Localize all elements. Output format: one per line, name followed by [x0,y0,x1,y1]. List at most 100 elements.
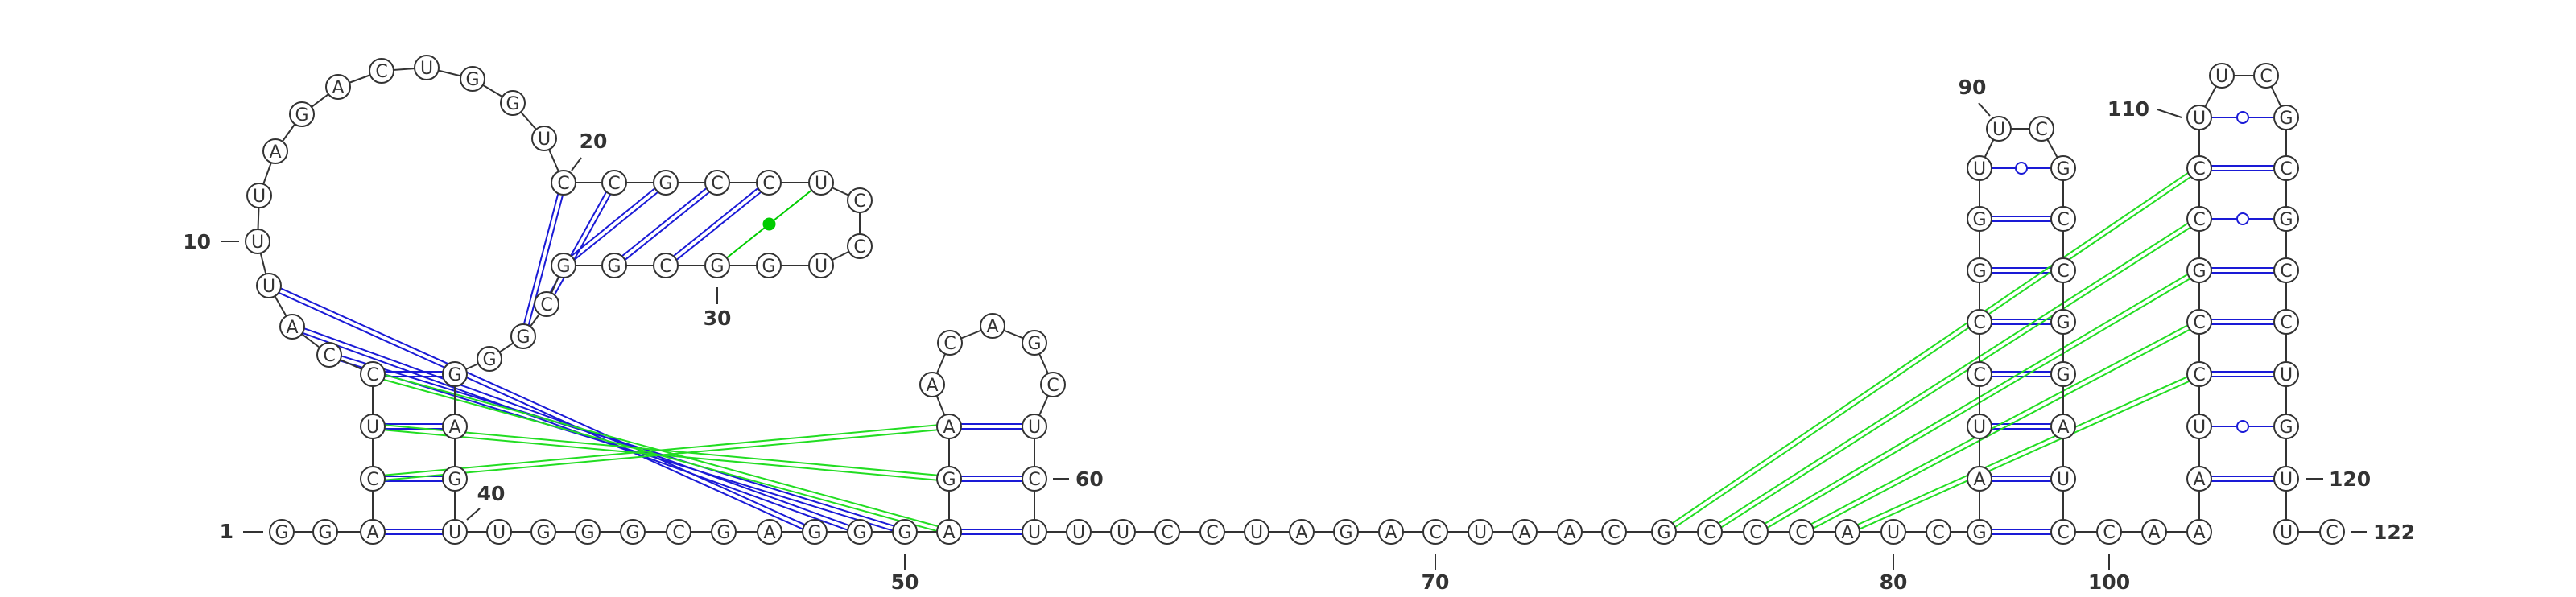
nucleotide-letter: G [2056,313,2070,333]
nucleotide-circle [1967,519,1992,545]
base-pair-9-48-canonical [279,287,805,530]
nucleotide-69: A [1378,519,1404,545]
position-number-80: 80 [1880,554,1907,594]
nucleotide-circle [551,253,576,278]
nucleotide-58: C [1040,372,1066,397]
nucleotide-circle [531,126,557,151]
nucleotide-circle [442,361,468,387]
nucleotide-75: G [1651,519,1677,545]
nucleotide-circle [937,330,963,356]
nucleotide-circle [2186,361,2212,387]
nucleotide-circle [808,170,834,196]
nucleotide-circle [500,90,526,116]
nucleotide-circle [2050,414,2076,439]
position-label: 90 [1959,76,1987,99]
nucleotide-circle [1967,309,1992,335]
nucleotide-99: C [2050,519,2076,545]
nucleotide-letter: G [2279,418,2293,438]
nucleotide-circle [1244,519,1269,545]
nucleotide-letter: G [580,523,594,543]
nucleotide-letter: U [262,277,275,297]
position-number-120: 120 [2306,467,2371,491]
nucleotide-81: C [1926,519,1951,545]
nucleotide-96: G [2050,361,2076,387]
nucleotide-circle [442,414,468,439]
position-label: 70 [1422,570,1450,594]
nucleotide-circle [1926,519,1951,545]
nucleotide-45: C [666,519,691,545]
nucleotide-letter: A [269,142,281,163]
nucleotide-letter: G [942,470,956,490]
nucleotide-62: U [1066,519,1092,545]
nucleotide-circle [936,466,962,492]
nucleotide-letter: U [253,187,266,207]
nucleotide-63: U [1110,519,1136,545]
nucleotide-circle [360,466,386,492]
base-pair-89-92-wobble [1992,162,2051,175]
nucleotide-letter: U [1973,418,1986,438]
position-label: 1 [220,520,233,543]
nucleotide-letter: C [557,174,569,194]
base-pair-52-60-canonical [961,476,1022,482]
nucleotide-31: C [653,253,679,278]
nucleotide-86: C [1967,309,1992,335]
nucleotide-letter: U [2215,67,2228,87]
nucleotide-circle [757,519,782,545]
position-number-40: 40 [466,482,505,521]
nucleotide-circle [1835,519,1860,545]
base-pair-105-118-canonical [2211,371,2274,377]
nucleotide-letter: G [762,257,775,277]
nucleotide-circle [2050,155,2076,181]
nucleotide-circle [1199,519,1225,545]
nucleotide-letter: U [2280,523,2293,543]
nucleotide-115: G [2273,206,2299,232]
nucleotide-76: C [1697,519,1723,545]
nucleotide-letter: U [1250,523,1263,543]
nucleotide-12: A [262,138,288,164]
nucleotide-46: G [711,519,737,545]
position-tick [2157,109,2182,118]
nucleotide-48: G [802,519,828,545]
nucleotide-72: A [1512,519,1538,545]
nucleotide-letter: C [366,470,378,490]
nucleotide-80: U [1880,519,1906,545]
nucleotide-circle [2253,63,2279,89]
nucleotide-letter: G [2056,365,2070,385]
nucleotide-letter: G [448,365,461,385]
nucleotide-circle [2273,155,2299,181]
nucleotide-52: G [936,466,962,492]
nucleotide-letter: A [1295,523,1307,543]
base-pair-78-106-pseudoknot [1810,324,2190,529]
nucleotide-95: G [2050,309,2076,335]
nucleotide-44: G [620,519,646,545]
nucleotide-83: A [1967,466,1992,492]
base-pair-110-113-wobble [2211,111,2274,124]
nucleotide-34: C [534,291,559,317]
nucleotide-circle [2029,116,2054,142]
nucleotide-circle [1378,519,1404,545]
nucleotide-letter: C [2260,67,2272,87]
nucleotide-circle [847,187,873,213]
nucleotide-29: G [756,253,782,278]
nucleotide-letter: U [1887,523,1900,543]
nucleotide-letter: U [1028,523,1041,543]
nucleotide-110: U [2186,105,2212,130]
nucleotide-117: C [2273,309,2299,335]
position-number-90: 90 [1959,76,1991,117]
nucleotide-circle [279,314,305,340]
nucleotide-letter: C [853,191,865,212]
nucleotide-64: C [1154,519,1180,545]
nucleotide-letter: A [1518,523,1530,543]
nucleotide-11: U [246,183,272,208]
nucleotide-letter: C [943,334,956,354]
nucleotide-42: G [530,519,556,545]
nucleotide-letter: U [366,418,379,438]
nucleotide-circle [2273,361,2299,387]
nucleotide-letter: C [2280,159,2292,179]
nucleotide-letter: G [275,523,288,543]
position-label: 110 [2107,97,2149,121]
nucleotide-114: C [2273,155,2299,181]
nucleotide-letter: C [2280,261,2292,282]
nucleotide-circle [1040,372,1066,397]
